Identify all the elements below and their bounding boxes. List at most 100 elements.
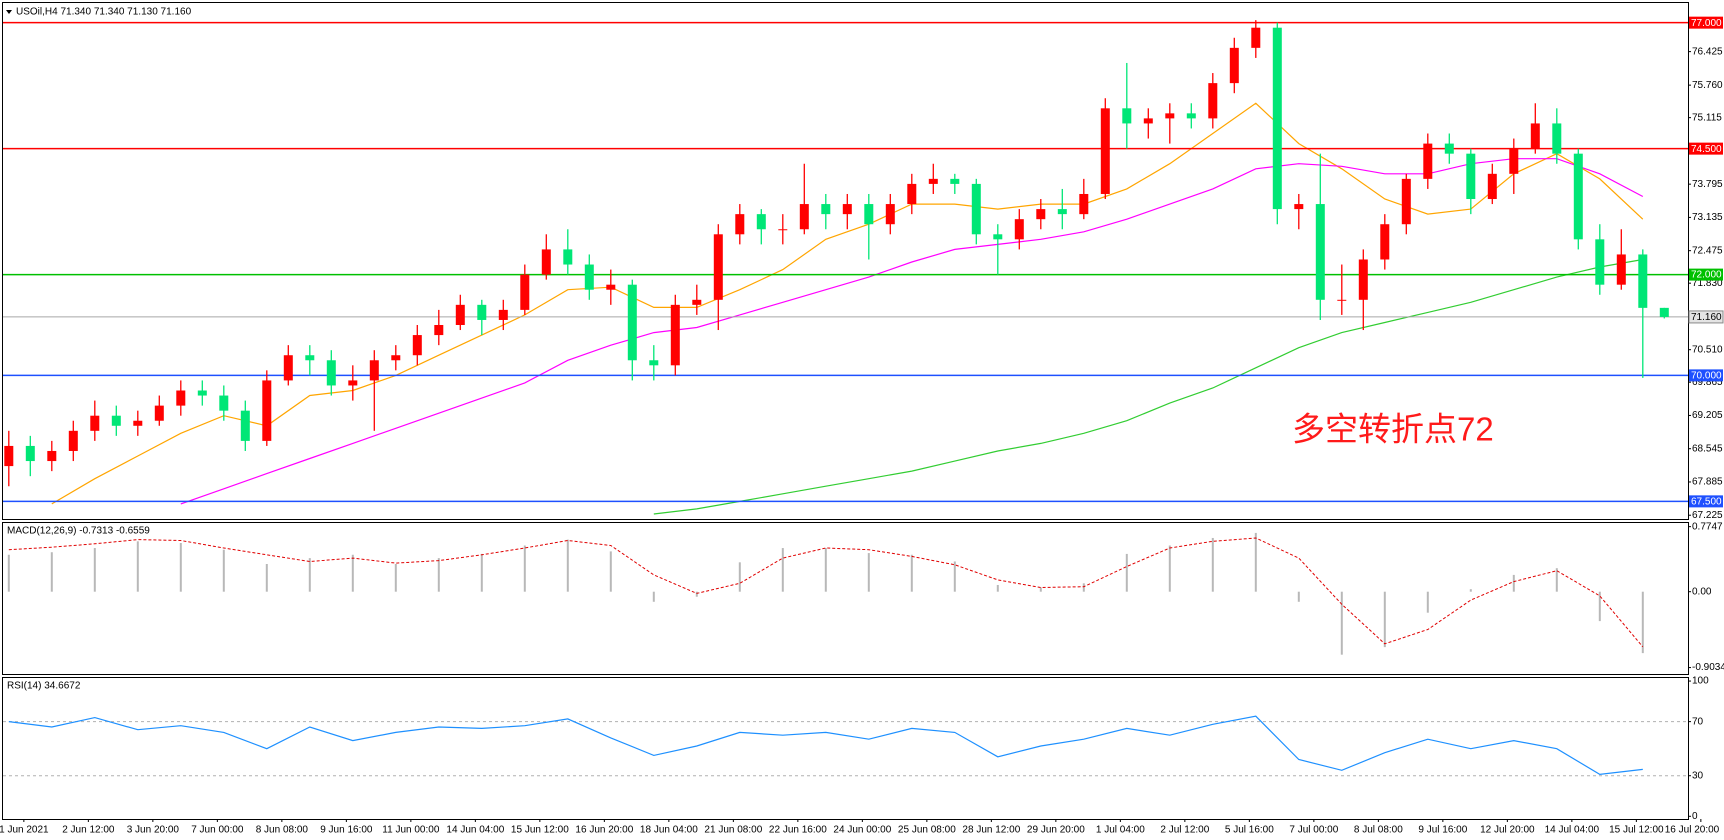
candle-body xyxy=(1509,148,1519,174)
panel-title: MACD(12,26,9) -0.7313 -0.6559 xyxy=(7,526,150,537)
level-label-box xyxy=(1689,369,1723,382)
candle-body xyxy=(176,390,186,406)
y-tick-label: 70 xyxy=(1692,716,1704,727)
panel-title: RSI(14) 34.6672 xyxy=(7,681,81,692)
candle-body xyxy=(498,309,508,320)
candle-body xyxy=(842,204,852,215)
candle-body xyxy=(1229,47,1239,84)
candle-body xyxy=(692,299,702,305)
y-tick-label: 70.510 xyxy=(1692,344,1723,355)
candle-body xyxy=(1380,224,1390,260)
y-tick-label: 76.425 xyxy=(1692,46,1723,57)
candle-body xyxy=(1186,113,1196,119)
candle-body xyxy=(971,183,981,235)
candle-body xyxy=(219,395,229,411)
candle-body xyxy=(520,274,530,310)
x-tick-label: 1 Jul 04:00 xyxy=(1096,825,1145,836)
x-tick-label: 3 Jun 20:00 xyxy=(127,825,180,836)
candle-body xyxy=(756,214,766,230)
candle-body xyxy=(907,183,917,205)
x-tick-label: 25 Jun 08:00 xyxy=(898,825,956,836)
candle-body xyxy=(1552,123,1562,154)
candle-body xyxy=(1251,27,1261,48)
level-label: 70.000 xyxy=(1691,371,1722,382)
candle-body xyxy=(283,355,293,381)
candle-body xyxy=(584,264,594,290)
y-tick-label: 75.760 xyxy=(1692,80,1723,91)
x-tick-label: 11 Jun 00:00 xyxy=(382,825,440,836)
x-tick-label: 5 Jul 16:00 xyxy=(1225,825,1274,836)
candle-body xyxy=(864,204,874,225)
x-tick-label: 12 Jul 20:00 xyxy=(1480,825,1535,836)
y-tick-label: 68.545 xyxy=(1692,443,1723,454)
x-tick-label: 21 Jun 08:00 xyxy=(704,825,762,836)
candle-body xyxy=(1487,173,1497,200)
candle-body xyxy=(326,360,336,386)
candle-body xyxy=(627,284,637,361)
candle-body xyxy=(1122,108,1132,124)
moving-average xyxy=(51,102,1644,505)
x-tick-label: 8 Jul 08:00 xyxy=(1354,825,1403,836)
candle-body xyxy=(1401,178,1411,225)
y-tick-label: 67.885 xyxy=(1692,477,1723,488)
candle-body xyxy=(1036,209,1046,220)
candle-body xyxy=(1337,299,1347,301)
y-tick-label: 100 xyxy=(1692,676,1709,687)
last-price-box xyxy=(1688,310,1724,324)
rsi-line xyxy=(8,715,1643,776)
menu-triangle[interactable] xyxy=(6,10,12,14)
candle-body xyxy=(1143,118,1153,124)
candle-body xyxy=(262,380,272,441)
moving-average xyxy=(653,258,1643,515)
x-tick-label: 28 Jun 12:00 xyxy=(962,825,1020,836)
level-label: 74.500 xyxy=(1691,144,1722,155)
candle-body xyxy=(670,304,680,366)
candle-body xyxy=(369,360,379,381)
candle-body xyxy=(1014,219,1024,240)
candle-body xyxy=(133,420,143,426)
rsi-panel xyxy=(2,677,1689,820)
candle-body xyxy=(1423,143,1433,179)
x-tick-label: 14 Jul 04:00 xyxy=(1545,825,1600,836)
x-tick-label: 15 Jun 12:00 xyxy=(511,825,569,836)
y-tick-label: 72.475 xyxy=(1692,245,1723,256)
candle-body xyxy=(950,178,960,184)
y-tick-label: 71.830 xyxy=(1692,278,1723,289)
x-tick-label: 15 Jul 12:00 xyxy=(1609,825,1664,836)
candle-body xyxy=(111,415,121,426)
x-tick-label: 7 Jul 00:00 xyxy=(1289,825,1338,836)
x-tick-label: 16 Jul 20:00 xyxy=(1665,825,1720,836)
candle-body xyxy=(735,214,745,235)
level-label: 77.000 xyxy=(1691,18,1722,29)
y-tick-label: -0.9034 xyxy=(1692,662,1724,673)
x-tick-label: 1 Jun 2021 xyxy=(0,825,49,836)
candle-body xyxy=(47,450,57,462)
y-tick-label: 0.00 xyxy=(1692,586,1712,597)
candle-body xyxy=(1595,239,1605,285)
y-tick-label: 75.115 xyxy=(1692,112,1722,123)
macd-panel xyxy=(2,522,1689,675)
level-label: 67.500 xyxy=(1691,497,1722,508)
candle-body xyxy=(1659,307,1669,317)
candle-body xyxy=(4,445,14,467)
candle-body xyxy=(885,204,895,225)
candle-body xyxy=(821,204,831,215)
level-label-box xyxy=(1689,495,1723,508)
moving-average xyxy=(180,158,1644,505)
x-tick-label: 14 Jun 04:00 xyxy=(446,825,504,836)
level-label-box xyxy=(1689,142,1723,155)
candle-body xyxy=(412,335,422,356)
candle-body xyxy=(993,234,1003,240)
x-tick-label: 16 Jun 20:00 xyxy=(575,825,633,836)
x-tick-label: 9 Jun 16:00 xyxy=(320,825,373,836)
x-tick-label: 24 Jun 00:00 xyxy=(833,825,891,836)
candle-body xyxy=(1057,209,1067,215)
x-tick-label: 18 Jun 04:00 xyxy=(640,825,698,836)
y-tick-label: 0.7747 xyxy=(1692,521,1723,532)
candle-body xyxy=(1208,83,1218,119)
candle-body xyxy=(1616,254,1626,285)
candle-body xyxy=(649,360,659,366)
